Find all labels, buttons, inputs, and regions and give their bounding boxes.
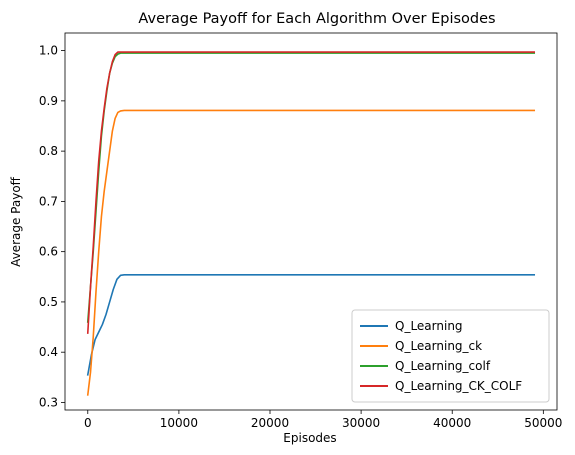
plot-frame — [64, 32, 558, 411]
x-tick-label: 20000 — [251, 416, 289, 430]
series-line-2 — [86, 52, 536, 323]
y-tick-label: 0.6 — [39, 245, 58, 259]
legend: Q_Learning Q_Learning_ck Q_Learning_colf Q_… — [351, 309, 550, 403]
legend-label: Q_Learning — [395, 319, 463, 333]
x-tick-label: 40000 — [433, 416, 471, 430]
x-axis: 0 10000 20000 30000 40000 50000 — [84, 410, 562, 430]
x-tick-label: 50000 — [524, 416, 562, 430]
legend-label: Q_Learning_colf — [395, 359, 491, 373]
y-tick-label: 0.5 — [39, 295, 58, 309]
x-tick-label: 30000 — [342, 416, 380, 430]
series-line-1 — [86, 109, 536, 396]
legend-label: Q_Learning_ck — [395, 339, 482, 353]
x-tick-label: 0 — [84, 416, 92, 430]
legend-label: Q_Learning_CK_COLF — [395, 379, 522, 393]
series-line-0 — [86, 273, 536, 376]
y-tick-label: 0.4 — [39, 345, 58, 359]
y-tick-label: 0.3 — [39, 395, 58, 409]
y-tick-label: 0.8 — [39, 144, 58, 158]
series-line-3 — [86, 51, 536, 334]
y-axis: 0.3 0.4 0.5 0.6 0.7 0.8 0.9 1.0 — [39, 44, 65, 409]
plot-area — [64, 32, 558, 411]
y-axis-title: Average Payoff — [9, 176, 23, 267]
chart-title: Average Payoff for Each Algorithm Over E… — [138, 11, 495, 27]
x-tick-label: 10000 — [160, 416, 198, 430]
y-tick-label: 0.7 — [39, 194, 58, 208]
y-tick-label: 0.9 — [39, 94, 58, 108]
y-tick-label: 1.0 — [39, 44, 58, 58]
x-axis-title: Episodes — [283, 431, 336, 445]
legend-box — [351, 309, 550, 403]
